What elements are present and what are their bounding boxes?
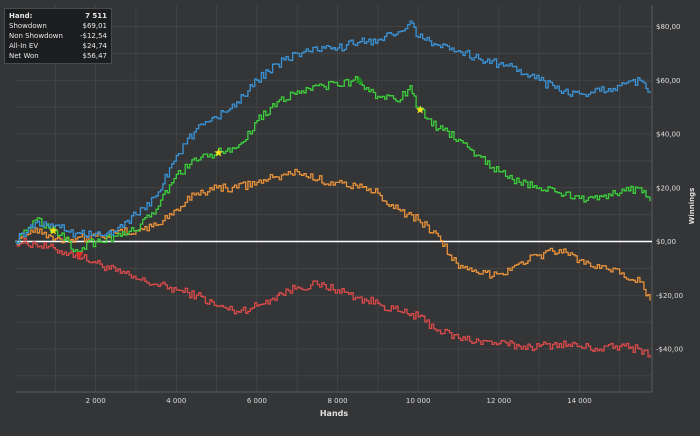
y-tick-label: $80,00 (656, 23, 681, 31)
stats-value: $24,74 (82, 42, 108, 50)
stats-value: $69,01 (82, 22, 108, 30)
triangle-down-marker (75, 251, 84, 259)
stats-label: Hand: (9, 12, 33, 20)
stats-row-hand: Hand: 7 511 (9, 11, 107, 21)
series-line-all-in-ev (15, 76, 651, 253)
x-tick-label: 6 000 (247, 397, 267, 405)
stats-value: $56,47 (82, 52, 108, 60)
x-tick-label: 12 000 (487, 397, 512, 405)
stats-label: Net Won (9, 52, 39, 60)
stats-value: 7 511 (85, 12, 107, 20)
star-marker (415, 105, 425, 114)
y-axis-label: Winnings (688, 188, 696, 225)
star-marker (49, 226, 58, 235)
x-tick-label: 2 000 (86, 397, 106, 405)
axis-ticks: 2 000 4 000 6 000 8 000 10 000 12 000 14 000 $8… (86, 23, 683, 405)
series-lines (15, 20, 652, 358)
y-tick-label: $0,00 (656, 238, 676, 246)
stats-label: Showdown (9, 22, 47, 30)
grid-lines (15, 5, 653, 393)
stats-value: -$12,54 (79, 32, 107, 40)
x-tick-label: 10 000 (406, 397, 431, 405)
y-tick-label: $20,00 (656, 184, 681, 192)
markers (49, 76, 425, 259)
series-line-showdown (15, 168, 651, 301)
triangle-up-marker (355, 76, 364, 84)
stats-panel: Hand: 7 511 Showdown $69,01 Non Showdown… (4, 8, 112, 64)
series-line-net-won (15, 20, 651, 245)
series-line-non-showdown (15, 237, 651, 358)
x-tick-label: 14 000 (567, 397, 592, 405)
x-tick-label: 4 000 (166, 397, 186, 405)
x-axis-label: Hands (320, 409, 349, 418)
stats-row-net-won: Net Won $56,47 (9, 51, 107, 61)
stats-label: All-In EV (9, 42, 39, 50)
x-tick-label: 8 000 (328, 397, 348, 405)
y-tick-label: $40,00 (656, 131, 681, 139)
stats-row-showdown: Showdown $69,01 (9, 21, 107, 31)
stats-row-all-in-ev: All-In EV $24,74 (9, 41, 107, 51)
y-tick-label: $60,00 (656, 77, 681, 85)
y-tick-label: -$20,00 (656, 292, 683, 300)
star-marker (214, 148, 223, 157)
y-tick-label: -$40,00 (656, 346, 683, 354)
stats-row-non-showdown: Non Showdown -$12,54 (9, 31, 107, 41)
stats-label: Non Showdown (9, 32, 63, 40)
